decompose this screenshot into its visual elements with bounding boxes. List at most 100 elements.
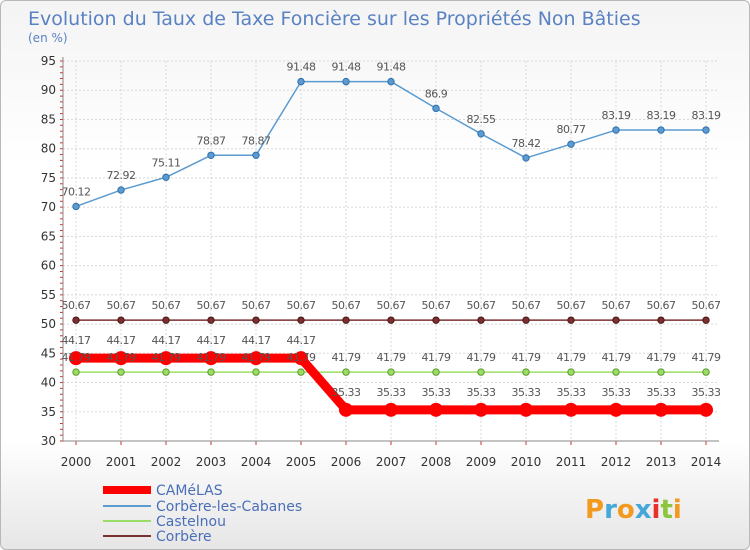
data-label: 50.67: [467, 299, 496, 312]
data-label: 35.33: [422, 386, 451, 399]
data-label: 50.67: [647, 299, 676, 312]
legend: CAMéLASCorbère-les-CabanesCastelnouCorbè…: [103, 483, 302, 545]
data-label: 44.17: [152, 334, 181, 347]
data-label: 41.79: [377, 351, 406, 364]
data-label: 50.67: [197, 299, 226, 312]
data-point: [567, 316, 575, 324]
series-camelas: [69, 351, 713, 417]
data-label: 44.17: [62, 334, 91, 347]
data-labels: 44.17 44.17 44.17 44.17 44.17 44.17 35.33 35.33…: [62, 61, 722, 399]
data-label: 83.19: [647, 109, 676, 122]
data-label: 78.87: [197, 134, 226, 147]
data-point: [474, 402, 488, 417]
series-line: [75, 80, 707, 208]
data-label: 83.19: [602, 109, 631, 122]
series-corbere-les-cabanes: [72, 77, 710, 211]
data-point: [72, 368, 80, 376]
data-point: [657, 126, 665, 134]
proxiti-logo: Proxiti: [585, 495, 682, 525]
data-point: [657, 368, 665, 376]
data-label: 41.79: [287, 351, 316, 364]
y-tick-label: 50: [41, 317, 56, 331]
data-label: 50.67: [512, 299, 541, 312]
data-label: 44.17: [242, 334, 271, 347]
x-tick-label: 2010: [511, 455, 542, 469]
data-label: 35.33: [692, 386, 721, 399]
data-point: [522, 368, 530, 376]
grid: [63, 60, 719, 442]
data-label: 82.55: [467, 113, 496, 126]
x-tick-label: 2011: [556, 455, 587, 469]
data-label: 50.67: [107, 299, 136, 312]
data-point: [294, 351, 308, 366]
data-point: [477, 368, 485, 376]
data-point: [612, 316, 620, 324]
x-tick-label: 2001: [106, 455, 137, 469]
data-label: 41.79: [107, 351, 136, 364]
data-label: 50.67: [602, 299, 631, 312]
series-layer: [69, 77, 713, 417]
data-label: 41.79: [557, 351, 586, 364]
data-point: [387, 77, 395, 86]
data-label: 80.77: [557, 123, 586, 136]
x-tick-label: 2014: [691, 455, 722, 469]
x-tick-label: 2004: [241, 455, 272, 469]
x-tick-label: 2005: [286, 455, 317, 469]
data-point: [72, 316, 80, 324]
data-label: 50.67: [692, 299, 721, 312]
data-point: [162, 368, 170, 376]
data-point: [702, 368, 710, 376]
data-point: [432, 368, 440, 376]
data-point: [252, 368, 260, 376]
data-label: 50.67: [557, 299, 586, 312]
data-label: 41.79: [512, 351, 541, 364]
data-point: [567, 368, 575, 376]
data-point: [72, 202, 80, 211]
data-point: [567, 140, 575, 148]
data-label: 72.92: [107, 169, 136, 182]
data-label: 35.33: [557, 386, 586, 399]
legend-label: Corbère: [156, 529, 212, 545]
data-point: [297, 77, 305, 86]
data-point: [522, 316, 530, 324]
y-tick-label: 85: [41, 112, 56, 126]
data-point: [159, 351, 173, 366]
legend-label: Corbère-les-Cabanes: [156, 499, 302, 515]
x-tick-label: 2008: [421, 455, 452, 469]
legend-item: Corbère: [103, 529, 212, 545]
data-point: [117, 316, 125, 324]
y-tick-label: 55: [41, 288, 56, 302]
data-label: 50.67: [332, 299, 361, 312]
data-label: 35.33: [467, 386, 496, 399]
y-tick-label: 75: [41, 171, 56, 185]
data-point: [699, 402, 713, 417]
x-tick-label: 2013: [646, 455, 677, 469]
x-tick-label: 2009: [466, 455, 497, 469]
legend-item: Corbère-les-Cabanes: [103, 499, 302, 515]
data-label: 50.67: [287, 299, 316, 312]
data-label: 70.12: [62, 185, 91, 198]
data-label: 41.79: [602, 351, 631, 364]
data-point: [297, 316, 305, 324]
y-tick-label: 90: [41, 83, 56, 97]
data-label: 35.33: [332, 386, 361, 399]
data-label: 83.19: [692, 109, 721, 122]
data-label: 50.67: [422, 299, 451, 312]
data-label: 41.79: [422, 351, 451, 364]
data-point: [117, 186, 125, 194]
legend-item: Castelnou: [103, 514, 226, 530]
data-label: 78.42: [512, 137, 541, 150]
data-label: 50.67: [377, 299, 406, 312]
chart-title: Evolution du Taux de Taxe Foncière sur l…: [28, 8, 641, 30]
data-point: [162, 316, 170, 324]
data-label: 44.17: [287, 334, 316, 347]
series-corbere: [72, 316, 710, 324]
y-tick-label: 65: [41, 229, 56, 243]
data-point: [612, 126, 620, 134]
data-point: [609, 402, 623, 417]
data-point: [204, 351, 218, 366]
data-point: [207, 316, 215, 324]
data-point: [162, 173, 170, 181]
data-point: [564, 402, 578, 417]
data-point: [297, 368, 305, 376]
